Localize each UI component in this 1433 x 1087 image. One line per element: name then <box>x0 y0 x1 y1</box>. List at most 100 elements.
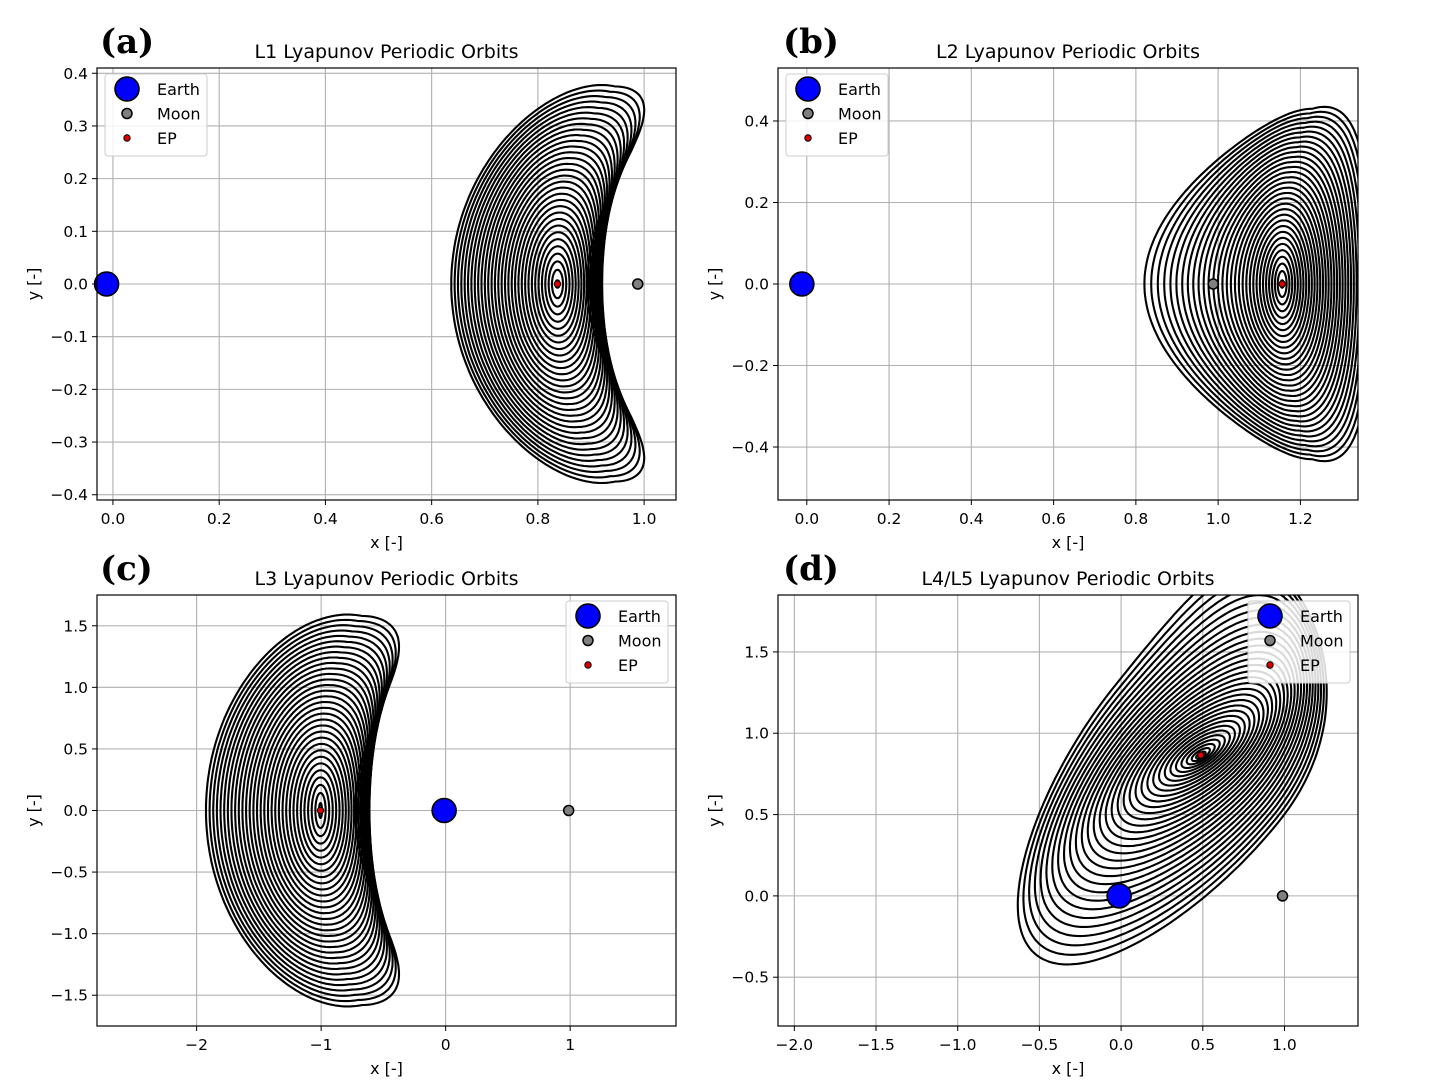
x-tick-label: 0.5 <box>1190 1036 1215 1054</box>
x-axis-label: x [-] <box>370 1059 403 1078</box>
y-axis-label: y [-] <box>24 268 43 301</box>
orbit <box>248 678 372 943</box>
legend-moon-marker <box>1264 634 1276 647</box>
orbit <box>477 128 616 440</box>
orbit <box>299 762 341 859</box>
orbit <box>1202 155 1344 413</box>
legend-moon-label: Moon <box>157 105 201 124</box>
orbit <box>266 706 364 915</box>
orbit <box>1163 120 1358 448</box>
orbit <box>1265 242 1299 326</box>
y-tick-label: 0.1 <box>63 223 88 241</box>
orbit <box>1186 140 1353 428</box>
chart-title: L3 Lyapunov Periodic Orbits <box>255 568 519 590</box>
x-tick-label: 0.6 <box>419 510 444 528</box>
orbit-family <box>1143 105 1358 463</box>
orbit <box>453 89 641 479</box>
y-tick-label: −0.4 <box>731 439 769 457</box>
orbit <box>1276 270 1288 298</box>
orbit <box>450 83 646 485</box>
orbit <box>1028 595 1323 947</box>
orbit <box>1143 105 1358 463</box>
orbit <box>241 667 375 954</box>
subplot-2: (b) L2 Lyapunov Periodic Orbits 0.0 0.2 0.4 0… <box>705 22 1359 552</box>
legend-earth-marker <box>114 76 140 102</box>
legend-ep-marker <box>123 134 131 142</box>
x-tick-label: −2 <box>185 1036 208 1054</box>
legend: Earth Moon EP <box>565 600 669 684</box>
earth-marker <box>1106 883 1132 909</box>
orbit <box>1128 693 1265 815</box>
orbit <box>281 730 356 891</box>
orbit <box>1241 202 1319 366</box>
orbit <box>1110 676 1278 834</box>
orbit <box>285 736 353 885</box>
orbit <box>483 139 611 429</box>
ep-marker <box>553 280 562 288</box>
ep-marker <box>316 806 325 815</box>
orbit <box>1197 150 1347 418</box>
legend-earth-marker <box>1257 603 1283 629</box>
x-tick-label: −1.0 <box>939 1036 977 1054</box>
y-tick-label: 0.0 <box>744 887 769 905</box>
chart-title: L2 Lyapunov Periodic Orbits <box>936 41 1200 63</box>
legend-ep-label: EP <box>157 129 177 148</box>
y-tick-label: 1.5 <box>744 643 769 661</box>
y-tick-label: 0.0 <box>744 276 769 294</box>
orbit <box>487 145 609 423</box>
orbit <box>1152 714 1246 792</box>
orbit <box>547 260 568 308</box>
x-tick-label: 0.8 <box>1124 510 1149 528</box>
orbit <box>296 755 344 866</box>
x-tick-label: 1.2 <box>1288 510 1313 528</box>
orbit <box>215 629 391 992</box>
orbit <box>503 174 600 394</box>
subplot-3: (c) L3 Lyapunov Periodic Orbits −2 −1 0 1 −1.5… <box>24 549 677 1078</box>
legend-moon-label: Moon <box>1300 632 1344 651</box>
orbit <box>204 613 401 1008</box>
x-tick-label: 0.4 <box>313 510 338 528</box>
orbit <box>1273 262 1291 306</box>
subplot-4: (d) L4/L5 Lyapunov Periodic Orbits −2.0 −1.… <box>705 549 1359 1078</box>
axes-frame <box>777 594 1359 1027</box>
legend-ep-marker <box>584 661 592 669</box>
x-tick-label: 0.6 <box>1041 510 1066 528</box>
legend: Earth Moon EP <box>104 73 208 157</box>
moon-marker <box>632 278 644 290</box>
orbit <box>1181 135 1355 433</box>
orbit <box>259 695 367 926</box>
orbit <box>1233 191 1325 377</box>
legend-moon-label: Moon <box>618 632 662 651</box>
orbit <box>537 238 577 330</box>
orbit <box>1157 719 1241 787</box>
orbit <box>534 231 580 337</box>
legend-earth-marker <box>575 603 601 629</box>
x-tick-label: −1.5 <box>857 1036 895 1054</box>
panel-letter: (d) <box>783 549 839 589</box>
x-tick-label: 0.0 <box>101 510 126 528</box>
orbit <box>1221 176 1333 392</box>
orbit <box>517 198 593 370</box>
chart-title: L1 Lyapunov Periodic Orbits <box>255 41 519 63</box>
orbit <box>1163 724 1236 782</box>
x-axis-label: x [-] <box>1052 1059 1085 1078</box>
orbit <box>263 701 366 920</box>
y-tick-label: 1.0 <box>63 679 88 697</box>
legend-ep-label: EP <box>618 656 638 675</box>
x-tick-label: 0.4 <box>959 510 984 528</box>
orbit <box>1252 219 1311 349</box>
orbit <box>226 645 383 976</box>
orbit <box>1169 729 1231 778</box>
orbit <box>270 712 362 909</box>
orbit-family <box>450 83 646 485</box>
x-axis-label: x [-] <box>1052 533 1085 552</box>
orbit <box>530 224 583 344</box>
orbit <box>500 168 601 400</box>
orbit <box>497 162 603 406</box>
legend-moon-marker <box>802 107 814 120</box>
orbit <box>524 211 588 357</box>
orbit <box>1270 255 1294 313</box>
y-axis-label: y [-] <box>705 268 724 301</box>
orbit <box>463 106 629 462</box>
